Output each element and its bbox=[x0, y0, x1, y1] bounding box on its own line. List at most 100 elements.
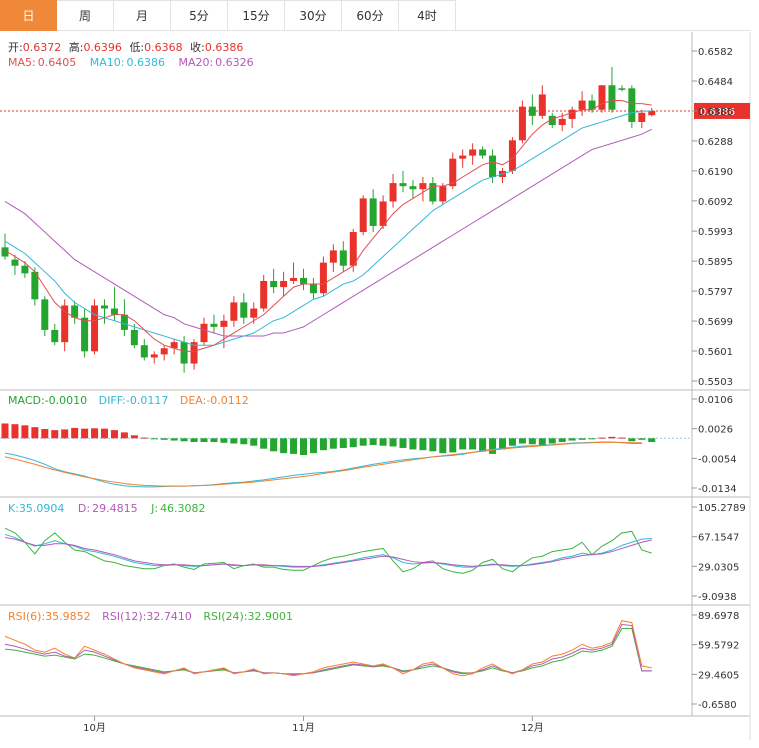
macd-histogram-bar bbox=[508, 438, 516, 446]
price-axis-tick-label: 0.6190 bbox=[698, 167, 733, 178]
tab-15min[interactable]: 15分 bbox=[228, 0, 285, 31]
macd-histogram-bar bbox=[290, 438, 298, 454]
macd-histogram-bar bbox=[568, 438, 576, 441]
kdj-pane bbox=[4, 527, 652, 574]
macd-histogram-bar bbox=[558, 438, 566, 443]
rsi24-label: RSI(24): bbox=[203, 610, 247, 623]
price-axis-tick-label: 0.5601 bbox=[698, 347, 733, 358]
tab-60min[interactable]: 60分 bbox=[342, 0, 399, 31]
candle-body bbox=[508, 140, 516, 171]
kdj-readout: K:35.0904 D: 29.4815 J: 46.3082 bbox=[8, 502, 206, 515]
macd-histogram-bar bbox=[200, 438, 208, 443]
ma20-label: MA20: bbox=[178, 56, 213, 69]
macd-histogram-bar bbox=[369, 438, 377, 445]
ma5-label: MA5: bbox=[8, 56, 36, 69]
candle-body bbox=[190, 342, 198, 364]
candle-body bbox=[538, 94, 546, 116]
macd-histogram-bar bbox=[399, 438, 407, 448]
price-axis-tick-label: 0.5993 bbox=[698, 227, 733, 238]
macd-histogram-bar bbox=[578, 438, 586, 440]
macd-histogram-bar bbox=[170, 438, 178, 441]
candle-body bbox=[339, 250, 347, 266]
price-axis-tick-label: 0.6386 bbox=[698, 107, 733, 118]
rsi6-label: RSI(6): bbox=[8, 610, 45, 623]
x-axis-label: 12月 bbox=[521, 722, 544, 734]
tab-5min[interactable]: 5分 bbox=[171, 0, 228, 31]
candle-body bbox=[260, 280, 268, 309]
macd-histogram-bar bbox=[479, 438, 487, 452]
candle-body bbox=[548, 115, 556, 126]
tab-month[interactable]: 月 bbox=[114, 0, 171, 31]
macd-readout: MACD:-0.0010 DIFF:-0.0117 DEA:-0.0112 bbox=[8, 394, 249, 407]
candle-body bbox=[81, 317, 89, 352]
macd-value: -0.0010 bbox=[45, 394, 87, 407]
macd-histogram-bar bbox=[110, 430, 118, 439]
macd-histogram-bar bbox=[280, 438, 288, 454]
diff-line bbox=[4, 441, 642, 488]
macd-axis-tick-label: -0.0054 bbox=[698, 454, 737, 465]
j-value: 46.3082 bbox=[160, 502, 206, 515]
d-label: D: bbox=[78, 502, 90, 515]
candle-body bbox=[608, 85, 616, 110]
macd-histogram-bar bbox=[81, 428, 89, 439]
candle-body bbox=[449, 158, 457, 187]
candle-body bbox=[399, 183, 407, 187]
macd-histogram-bar bbox=[130, 435, 138, 439]
macd-histogram-bar bbox=[469, 438, 477, 450]
candle-body bbox=[329, 250, 337, 263]
macd-histogram-bar bbox=[339, 438, 347, 448]
candle-body bbox=[11, 259, 19, 266]
ohlc-readout: 开:0.6372 高:0.6396 低:0.6368 收:0.6386 bbox=[8, 40, 243, 54]
rsi-axis-tick-label: -0.6580 bbox=[698, 700, 737, 711]
dea-line bbox=[4, 441, 642, 487]
d-line bbox=[4, 537, 652, 567]
chart-frame bbox=[0, 32, 751, 740]
candle-body bbox=[518, 106, 526, 141]
macd-histogram-bar bbox=[628, 438, 636, 442]
candle-body bbox=[230, 302, 238, 321]
candle-body bbox=[180, 342, 188, 364]
candle-body bbox=[638, 112, 646, 122]
candle-body bbox=[210, 323, 218, 327]
macd-histogram-bar bbox=[11, 424, 19, 439]
ma-readout: MA5: 0.6405 MA10: 0.6386 MA20: 0.6326 bbox=[8, 56, 254, 69]
macd-histogram-bar bbox=[91, 428, 99, 439]
macd-histogram-bar bbox=[51, 430, 59, 439]
dea-label: DEA: bbox=[180, 394, 206, 407]
macd-histogram-bar bbox=[349, 438, 357, 448]
tab-week[interactable]: 周 bbox=[57, 0, 114, 31]
macd-histogram-bar bbox=[618, 437, 626, 439]
tab-30min[interactable]: 30分 bbox=[285, 0, 342, 31]
macd-histogram-bar bbox=[319, 438, 327, 451]
tab-day[interactable]: 日 bbox=[0, 0, 57, 31]
candle-body bbox=[101, 305, 108, 309]
macd-histogram-bar bbox=[41, 429, 49, 439]
candle-body bbox=[379, 201, 387, 226]
candle-body bbox=[110, 308, 118, 315]
candle-body bbox=[250, 308, 258, 318]
k-line bbox=[4, 533, 652, 568]
diff-label: DIFF: bbox=[99, 394, 126, 407]
macd-histogram-bar bbox=[1, 423, 9, 439]
macd-histogram-bar bbox=[101, 428, 108, 439]
rsi24-line bbox=[4, 627, 652, 675]
tab-4hour[interactable]: 4时 bbox=[399, 0, 456, 31]
candle-body bbox=[220, 320, 228, 327]
x-axis-label: 11月 bbox=[292, 722, 315, 734]
open-label: 开: bbox=[8, 41, 23, 54]
current-price-badge bbox=[694, 102, 750, 119]
macd-histogram-bar bbox=[61, 429, 69, 439]
ma20-line bbox=[4, 128, 652, 337]
candle-body bbox=[429, 183, 437, 202]
macd-histogram-bar bbox=[270, 438, 278, 452]
close-value: 0.6386 bbox=[205, 41, 244, 54]
macd-histogram-bar bbox=[359, 438, 367, 446]
candle-body bbox=[469, 149, 477, 156]
price-axis-tick-label: 0.6092 bbox=[698, 197, 733, 208]
j-label: J: bbox=[150, 502, 158, 515]
macd-histogram-bar bbox=[518, 438, 526, 444]
price-axis-tick-label: 0.6288 bbox=[698, 137, 733, 148]
kdj-axis-tick-label: 29.0305 bbox=[698, 562, 739, 573]
macd-histogram-bar bbox=[439, 438, 447, 454]
